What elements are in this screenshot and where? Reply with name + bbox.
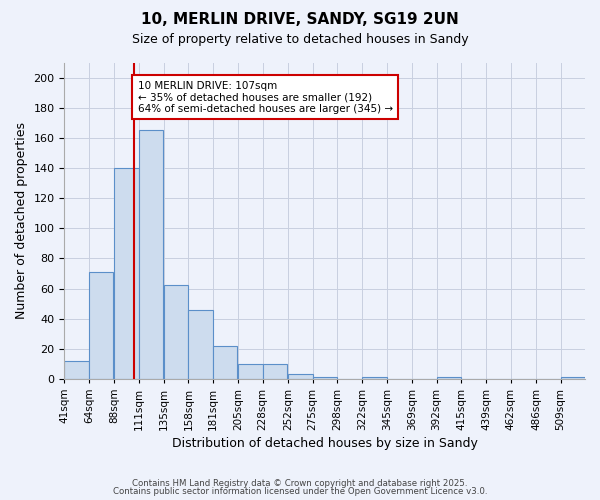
Bar bbox=[313, 378, 337, 379]
Text: 10 MERLIN DRIVE: 107sqm
← 35% of detached houses are smaller (192)
64% of semi-d: 10 MERLIN DRIVE: 107sqm ← 35% of detache… bbox=[137, 80, 392, 114]
Bar bbox=[560, 378, 585, 379]
Bar bbox=[437, 378, 461, 379]
Bar bbox=[114, 168, 139, 379]
Bar bbox=[89, 272, 113, 379]
Text: Contains public sector information licensed under the Open Government Licence v3: Contains public sector information licen… bbox=[113, 487, 487, 496]
Text: Contains HM Land Registry data © Crown copyright and database right 2025.: Contains HM Land Registry data © Crown c… bbox=[132, 478, 468, 488]
Text: Size of property relative to detached houses in Sandy: Size of property relative to detached ho… bbox=[131, 32, 469, 46]
Bar bbox=[238, 364, 263, 379]
Bar bbox=[213, 346, 237, 379]
Y-axis label: Number of detached properties: Number of detached properties bbox=[15, 122, 28, 319]
X-axis label: Distribution of detached houses by size in Sandy: Distribution of detached houses by size … bbox=[172, 437, 478, 450]
Text: 10, MERLIN DRIVE, SANDY, SG19 2UN: 10, MERLIN DRIVE, SANDY, SG19 2UN bbox=[141, 12, 459, 28]
Bar bbox=[263, 364, 287, 379]
Bar bbox=[64, 361, 89, 379]
Bar bbox=[164, 286, 188, 379]
Bar bbox=[288, 374, 313, 379]
Bar bbox=[188, 310, 213, 379]
Bar bbox=[362, 378, 387, 379]
Bar bbox=[139, 130, 163, 379]
